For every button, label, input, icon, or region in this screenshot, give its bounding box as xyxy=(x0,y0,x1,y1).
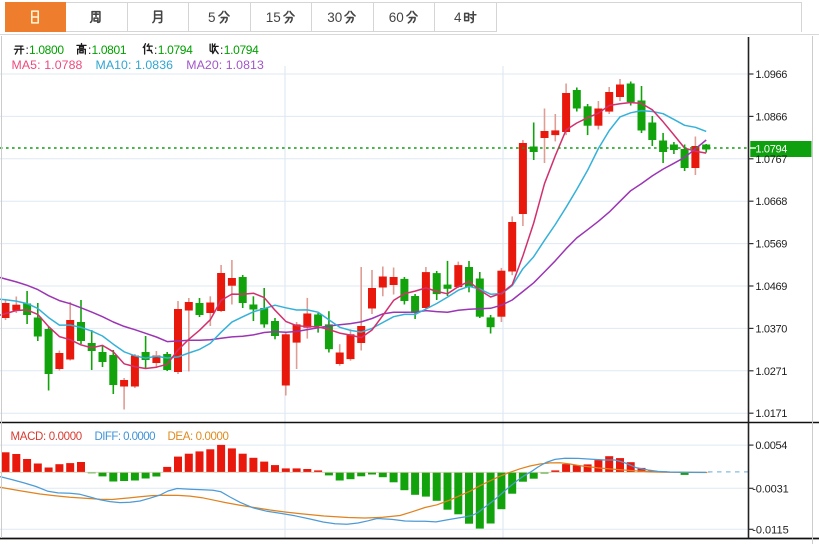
svg-text::: : xyxy=(88,43,91,57)
svg-text:1.0767: 1.0767 xyxy=(755,154,787,166)
svg-text:1.0271: 1.0271 xyxy=(755,366,787,378)
svg-text:1.0794: 1.0794 xyxy=(755,143,787,155)
svg-text:1.0469: 1.0469 xyxy=(755,281,787,293)
svg-text:1.0569: 1.0569 xyxy=(755,239,787,251)
svg-text::: : xyxy=(26,43,29,57)
svg-text:-0.0115: -0.0115 xyxy=(752,524,789,536)
svg-text:DIFF: 0.0000: DIFF: 0.0000 xyxy=(95,431,156,443)
svg-text:0.0054: 0.0054 xyxy=(755,440,787,452)
svg-text:MA5: 1.0788: MA5: 1.0788 xyxy=(12,58,83,72)
svg-text:1.0800: 1.0800 xyxy=(29,43,64,57)
svg-text::: : xyxy=(220,43,223,57)
svg-text:MA10: 1.0836: MA10: 1.0836 xyxy=(96,58,174,72)
svg-text:-0.0031: -0.0031 xyxy=(752,483,789,495)
svg-text:1.0866: 1.0866 xyxy=(755,111,787,123)
svg-text:1.0794: 1.0794 xyxy=(224,43,259,57)
svg-text:DEA: 0.0000: DEA: 0.0000 xyxy=(168,431,229,443)
svg-text:1.0966: 1.0966 xyxy=(755,69,787,81)
svg-text:MA20: 1.0813: MA20: 1.0813 xyxy=(186,58,264,72)
svg-text:1.0801: 1.0801 xyxy=(92,43,127,57)
svg-text:MACD: 0.0000: MACD: 0.0000 xyxy=(11,431,83,443)
svg-text:1.0370: 1.0370 xyxy=(755,323,787,335)
svg-text:1.0794: 1.0794 xyxy=(158,43,193,57)
svg-text:1.0668: 1.0668 xyxy=(755,196,787,208)
svg-text::: : xyxy=(154,43,157,57)
svg-text:1.0171: 1.0171 xyxy=(755,408,787,420)
